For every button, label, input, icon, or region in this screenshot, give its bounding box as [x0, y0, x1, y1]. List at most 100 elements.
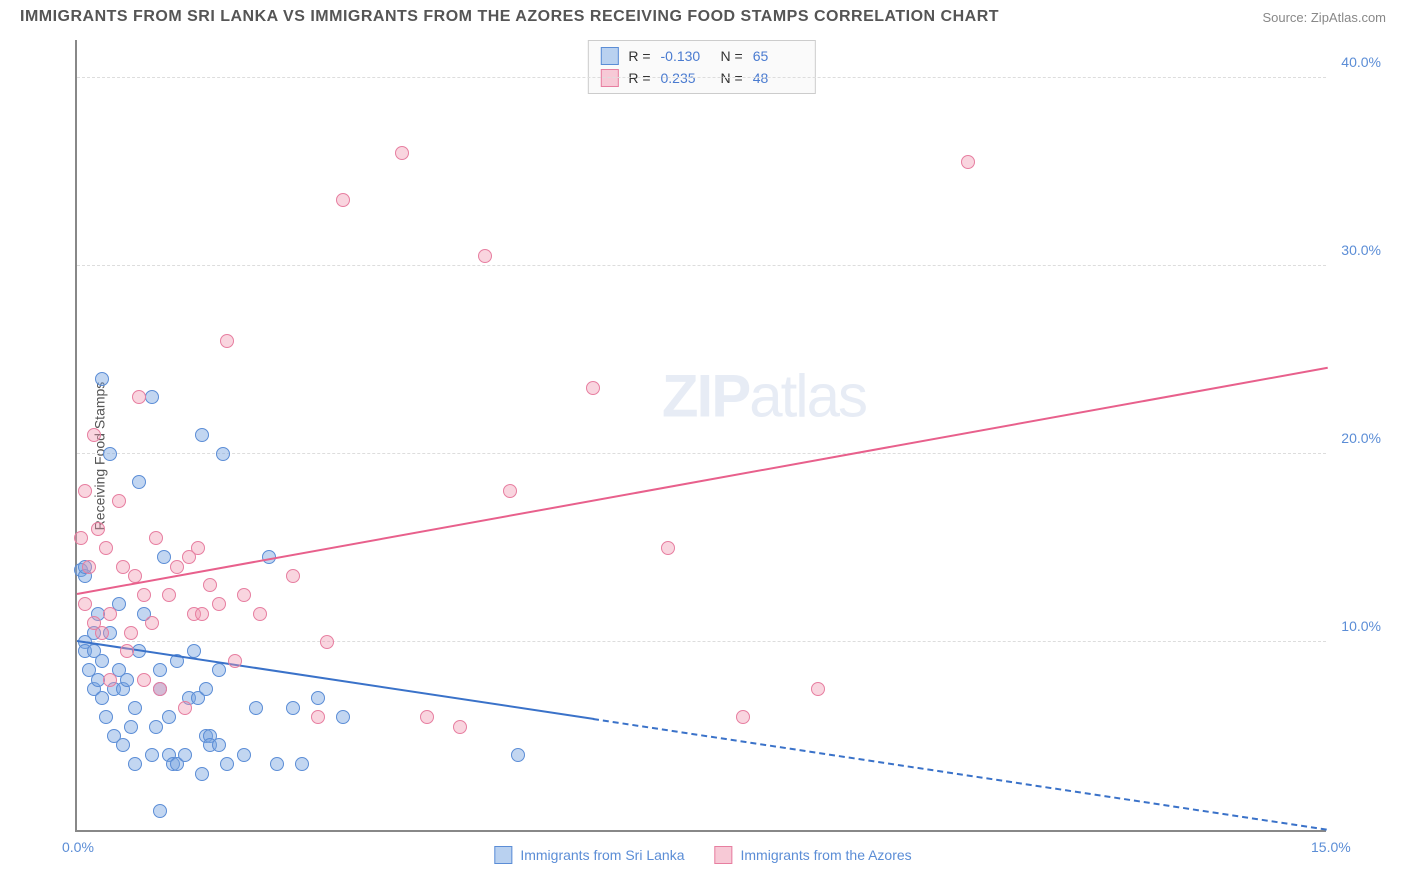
data-point	[95, 691, 109, 705]
data-point	[149, 720, 163, 734]
legend-item: Immigrants from the Azores	[715, 846, 912, 864]
data-point	[153, 682, 167, 696]
stat-n-value: 65	[753, 48, 803, 64]
data-point	[195, 767, 209, 781]
data-point	[99, 710, 113, 724]
data-point	[220, 757, 234, 771]
data-point	[145, 748, 159, 762]
data-point	[116, 738, 130, 752]
plot-area: ZIPatlas R =-0.130N =65R =0.235N =48 10.…	[75, 40, 1326, 832]
stats-row: R = 0.235 N = 48	[600, 67, 802, 89]
data-point	[128, 757, 142, 771]
data-point	[736, 710, 750, 724]
y-tick-label: 30.0%	[1341, 242, 1381, 258]
data-point	[132, 390, 146, 404]
data-point	[91, 522, 105, 536]
data-point	[220, 334, 234, 348]
data-point	[103, 607, 117, 621]
data-point	[78, 597, 92, 611]
data-point	[132, 475, 146, 489]
stats-legend: R = -0.130 N = 65 R = 0.235 N = 48	[587, 40, 815, 94]
chart-container: Receiving Food Stamps ZIPatlas R =-0.130…	[20, 40, 1386, 872]
trendline-dashed	[593, 718, 1327, 831]
data-point	[336, 710, 350, 724]
data-point	[212, 597, 226, 611]
data-point	[253, 607, 267, 621]
data-point	[153, 804, 167, 818]
legend-label: Immigrants from the Azores	[741, 847, 912, 863]
data-point	[270, 757, 284, 771]
gridline	[77, 641, 1326, 642]
legend-swatch	[600, 69, 618, 87]
data-point	[286, 701, 300, 715]
data-point	[157, 550, 171, 564]
legend-swatch	[715, 846, 733, 864]
data-point	[128, 701, 142, 715]
x-tick-label: 15.0%	[1311, 839, 1351, 855]
data-point	[78, 484, 92, 498]
stat-n-value: 48	[753, 70, 803, 86]
data-point	[336, 193, 350, 207]
data-point	[503, 484, 517, 498]
y-tick-label: 20.0%	[1341, 430, 1381, 446]
data-point	[162, 588, 176, 602]
stat-r-label: R =	[628, 70, 650, 86]
data-point	[95, 654, 109, 668]
data-point	[149, 531, 163, 545]
stat-n-label: N =	[721, 70, 743, 86]
data-point	[586, 381, 600, 395]
data-point	[320, 635, 334, 649]
data-point	[199, 682, 213, 696]
data-point	[195, 607, 209, 621]
data-point	[661, 541, 675, 555]
data-point	[228, 654, 242, 668]
data-point	[153, 663, 167, 677]
data-point	[420, 710, 434, 724]
legend-swatch	[494, 846, 512, 864]
data-point	[311, 691, 325, 705]
gridline	[77, 265, 1326, 266]
data-point	[212, 738, 226, 752]
data-point	[237, 748, 251, 762]
stat-r-value: 0.235	[661, 70, 711, 86]
data-point	[103, 447, 117, 461]
legend-swatch	[600, 47, 618, 65]
data-point	[170, 560, 184, 574]
stat-n-label: N =	[721, 48, 743, 64]
trendline	[77, 367, 1328, 595]
bottom-legend: Immigrants from Sri Lanka Immigrants from…	[494, 846, 911, 864]
data-point	[286, 569, 300, 583]
data-point	[203, 578, 217, 592]
x-tick-label: 0.0%	[62, 839, 94, 855]
gridline	[77, 453, 1326, 454]
data-point	[99, 541, 113, 555]
data-point	[178, 701, 192, 715]
data-point	[511, 748, 525, 762]
trendline	[77, 640, 594, 720]
data-point	[103, 673, 117, 687]
data-point	[120, 673, 134, 687]
data-point	[478, 249, 492, 263]
data-point	[116, 560, 130, 574]
legend-label: Immigrants from Sri Lanka	[520, 847, 684, 863]
gridline	[77, 77, 1326, 78]
y-tick-label: 10.0%	[1341, 618, 1381, 634]
data-point	[145, 616, 159, 630]
data-point	[82, 560, 96, 574]
data-point	[137, 673, 151, 687]
data-point	[249, 701, 263, 715]
data-point	[112, 494, 126, 508]
data-point	[453, 720, 467, 734]
stat-r-value: -0.130	[661, 48, 711, 64]
data-point	[191, 541, 205, 555]
data-point	[95, 626, 109, 640]
chart-title: IMMIGRANTS FROM SRI LANKA VS IMMIGRANTS …	[20, 8, 999, 26]
data-point	[87, 428, 101, 442]
watermark: ZIPatlas	[662, 361, 866, 430]
data-point	[311, 710, 325, 724]
stats-row: R =-0.130N =65	[600, 45, 802, 67]
data-point	[178, 748, 192, 762]
data-point	[295, 757, 309, 771]
data-point	[74, 531, 88, 545]
data-point	[124, 720, 138, 734]
